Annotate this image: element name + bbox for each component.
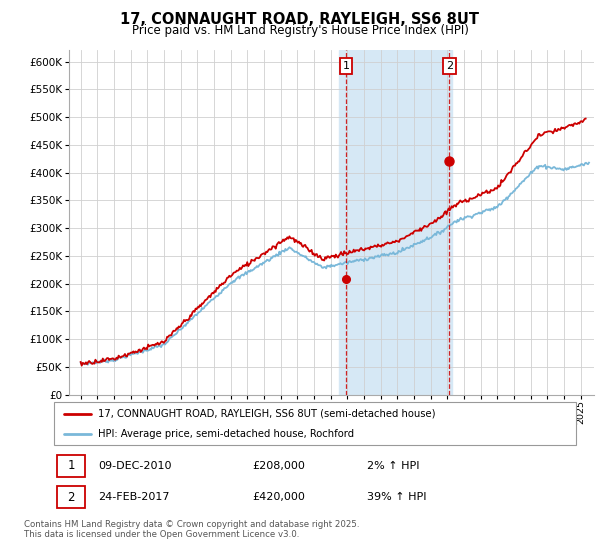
Text: 2: 2 <box>446 61 453 71</box>
Text: Price paid vs. HM Land Registry's House Price Index (HPI): Price paid vs. HM Land Registry's House … <box>131 24 469 37</box>
FancyBboxPatch shape <box>56 487 85 508</box>
Text: 2% ↑ HPI: 2% ↑ HPI <box>367 461 420 471</box>
Text: HPI: Average price, semi-detached house, Rochford: HPI: Average price, semi-detached house,… <box>98 429 355 439</box>
Text: 2: 2 <box>67 491 75 504</box>
Text: 1: 1 <box>343 61 349 71</box>
Text: 17, CONNAUGHT ROAD, RAYLEIGH, SS6 8UT (semi-detached house): 17, CONNAUGHT ROAD, RAYLEIGH, SS6 8UT (s… <box>98 409 436 419</box>
Text: £208,000: £208,000 <box>253 461 305 471</box>
Bar <box>339 50 452 395</box>
FancyBboxPatch shape <box>56 455 85 477</box>
Text: Contains HM Land Registry data © Crown copyright and database right 2025.
This d: Contains HM Land Registry data © Crown c… <box>24 520 359 539</box>
Text: 24-FEB-2017: 24-FEB-2017 <box>98 492 170 502</box>
FancyBboxPatch shape <box>54 402 576 445</box>
Text: 09-DEC-2010: 09-DEC-2010 <box>98 461 172 471</box>
Text: 39% ↑ HPI: 39% ↑ HPI <box>367 492 427 502</box>
Text: £420,000: £420,000 <box>253 492 305 502</box>
Text: 1: 1 <box>67 459 75 472</box>
Text: 17, CONNAUGHT ROAD, RAYLEIGH, SS6 8UT: 17, CONNAUGHT ROAD, RAYLEIGH, SS6 8UT <box>121 12 479 27</box>
